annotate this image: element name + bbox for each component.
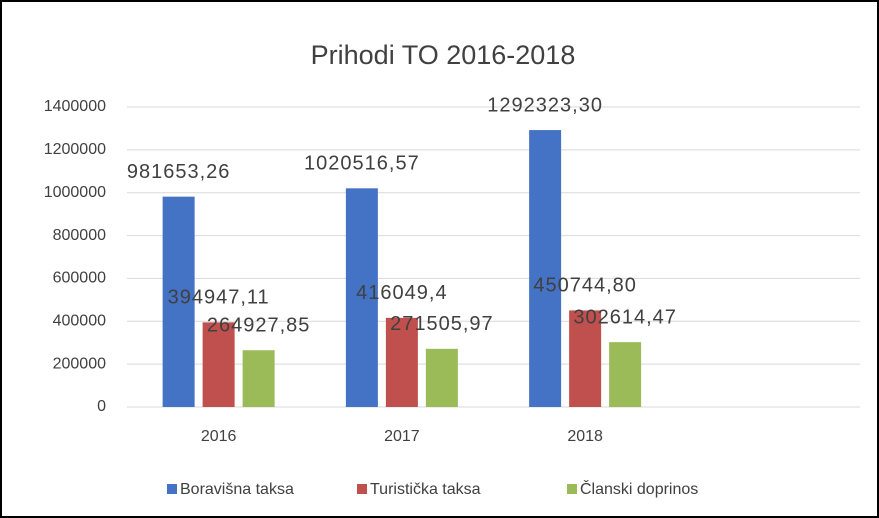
x-tick-label: 2018 bbox=[567, 428, 603, 445]
legend-label: Turistička taksa bbox=[370, 481, 481, 498]
bar bbox=[425, 348, 458, 407]
x-tick-label: 2016 bbox=[201, 428, 237, 445]
data-label: 1020516,57 bbox=[304, 153, 420, 175]
data-label: 416049,4 bbox=[356, 282, 447, 304]
y-tick-label: 400000 bbox=[53, 313, 106, 330]
data-label: 1292323,30 bbox=[487, 94, 603, 116]
bar bbox=[242, 350, 275, 407]
legend-label: Boravišna taksa bbox=[180, 481, 294, 498]
y-tick-label: 1200000 bbox=[44, 141, 106, 158]
data-label: 981653,26 bbox=[127, 161, 231, 183]
y-tick-label: 1400000 bbox=[44, 98, 106, 115]
y-tick-label: 0 bbox=[97, 398, 106, 415]
y-tick-label: 600000 bbox=[53, 270, 106, 287]
bar bbox=[202, 322, 235, 407]
data-label: 450744,80 bbox=[533, 275, 637, 297]
y-tick-label: 200000 bbox=[53, 355, 106, 372]
x-tick-label: 2017 bbox=[384, 428, 420, 445]
bar bbox=[609, 342, 642, 407]
bar bbox=[385, 317, 418, 407]
legend-swatch bbox=[167, 484, 177, 494]
legend-swatch bbox=[357, 484, 367, 494]
data-label: 394947,11 bbox=[168, 287, 270, 309]
bar bbox=[345, 188, 378, 407]
bar bbox=[569, 310, 602, 407]
bar bbox=[529, 130, 562, 407]
legend-swatch bbox=[567, 484, 577, 494]
legend-label: Članski doprinos bbox=[580, 479, 698, 498]
data-label: 302614,47 bbox=[573, 306, 677, 328]
chart-title: Prihodi TO 2016-2018 bbox=[311, 40, 576, 70]
bar bbox=[162, 196, 195, 407]
y-tick-label: 800000 bbox=[53, 227, 106, 244]
data-label: 271505,97 bbox=[390, 313, 494, 335]
data-label: 264927,85 bbox=[207, 315, 311, 337]
y-tick-label: 1000000 bbox=[44, 184, 106, 201]
